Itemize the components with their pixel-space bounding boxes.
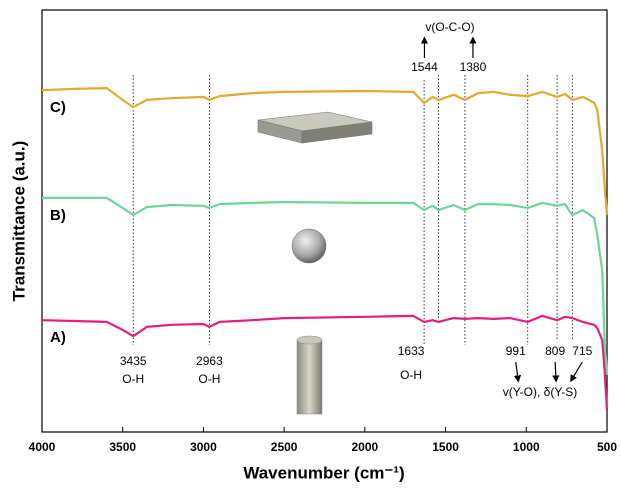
annotation-label: 1633: [398, 344, 425, 358]
x-tick-label: 2000: [352, 440, 379, 454]
series-label: A): [50, 329, 66, 346]
x-tick-label: 3500: [109, 440, 136, 454]
x-tick-label: 1000: [513, 440, 540, 454]
sphere-illustration: [292, 229, 326, 263]
x-tick-label: 3000: [190, 440, 217, 454]
x-tick-label: 2500: [271, 440, 298, 454]
annotation-label: 715: [572, 344, 592, 358]
annotation-note: O-H: [400, 368, 422, 382]
series-line: [42, 88, 607, 215]
plot-frame: [42, 10, 607, 432]
x-tick-label: 4000: [29, 440, 56, 454]
series-label: B): [50, 207, 66, 224]
annotation-label: 1544: [411, 60, 438, 74]
x-axis-title: Wavenumber (cm⁻¹): [243, 463, 404, 482]
annotation-note: O-H: [122, 372, 144, 386]
arrow: [572, 362, 582, 379]
cylinder-illustration: [297, 336, 322, 414]
annotation-label: 1380: [460, 60, 487, 74]
group-label: v(O-C-O): [425, 20, 474, 34]
arrow: [516, 362, 518, 379]
annotation-label: 991: [506, 344, 526, 358]
group-label: v(Y-O), δ(Y-S): [503, 385, 577, 399]
annotation-note: O-H: [198, 372, 220, 386]
chart: Wavenumber (cm⁻¹) Transmittance (a.u.) v…: [0, 0, 621, 490]
annotation-label: 809: [545, 344, 565, 358]
x-tick-label: 1500: [432, 440, 459, 454]
arrow: [555, 362, 556, 379]
y-axis-title: Transmittance (a.u.): [9, 141, 28, 302]
slab-illustration: [258, 112, 372, 143]
annotation-label: 3435: [120, 354, 147, 368]
annotation-label: 2963: [196, 354, 223, 368]
series-label: C): [50, 99, 66, 116]
x-tick-label: 500: [597, 440, 617, 454]
